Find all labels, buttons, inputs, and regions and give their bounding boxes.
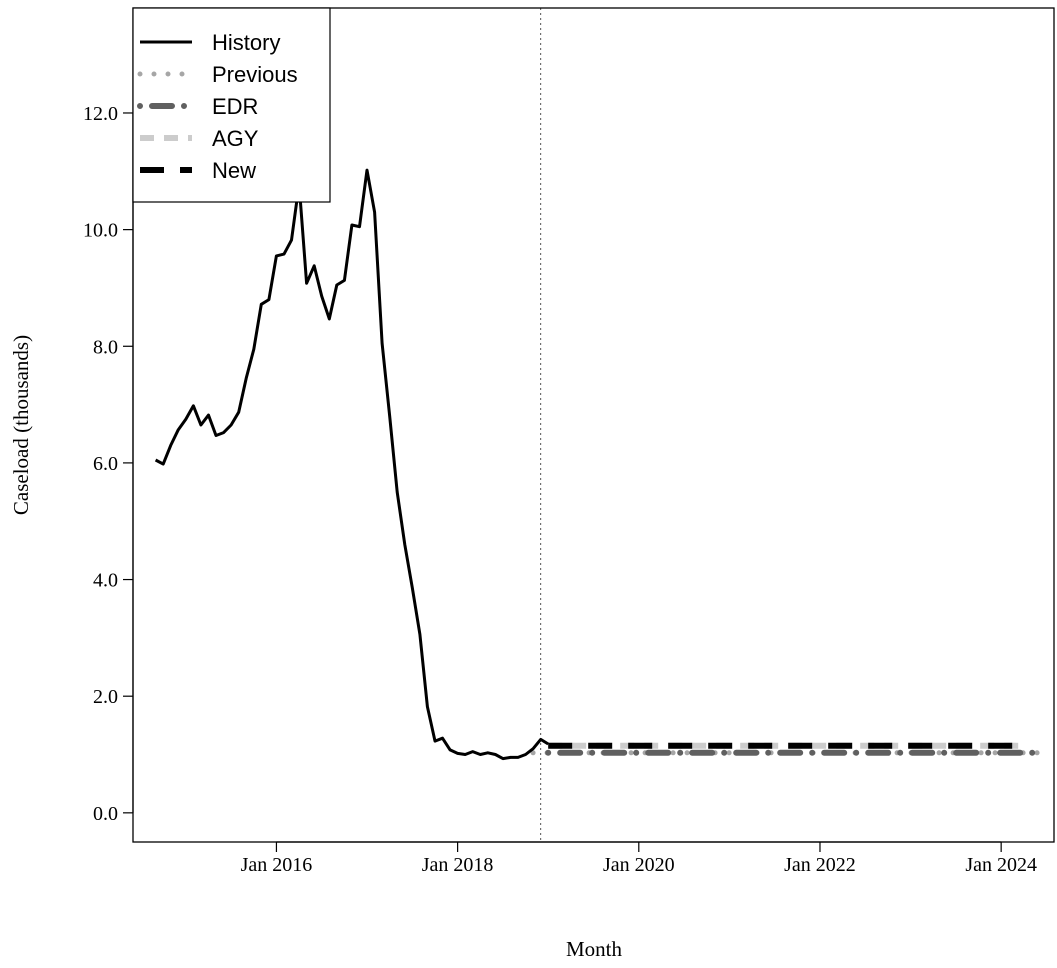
legend-label-new: New	[212, 158, 256, 183]
legend-label-history: History	[212, 30, 280, 55]
y-tick-label: 0.0	[93, 803, 118, 825]
x-tick-label: Jan 2022	[784, 854, 856, 876]
data-layer	[154, 8, 1042, 842]
x-axis-title: Month	[566, 937, 623, 961]
legend-label-previous: Previous	[212, 62, 298, 87]
y-tick-label: 12.0	[83, 103, 118, 125]
series-history	[154, 168, 549, 761]
y-tick-label: 6.0	[93, 453, 118, 475]
x-tick-label: Jan 2020	[603, 854, 675, 876]
legend: History Previous EDR AGY New	[132, 7, 331, 203]
x-tick-label: Jan 2016	[241, 854, 313, 876]
y-tick-label: 4.0	[93, 570, 118, 592]
y-axis-title: Caseload (thousands)	[9, 335, 33, 515]
x-axis: Jan 2016 Jan 2018 Jan 2020 Jan 2022 Jan 2024	[241, 841, 1037, 876]
y-axis: 0.0 2.0 4.0 6.0 8.0 10.0 12.0	[83, 103, 134, 825]
legend-label-edr: EDR	[212, 94, 258, 119]
x-tick-label: Jan 2024	[965, 854, 1037, 876]
y-tick-label: 8.0	[93, 336, 118, 358]
y-tick-label: 2.0	[93, 686, 118, 708]
y-tick-label: 10.0	[83, 220, 118, 242]
x-tick-label: Jan 2018	[422, 854, 494, 876]
legend-label-agy: AGY	[212, 126, 259, 151]
